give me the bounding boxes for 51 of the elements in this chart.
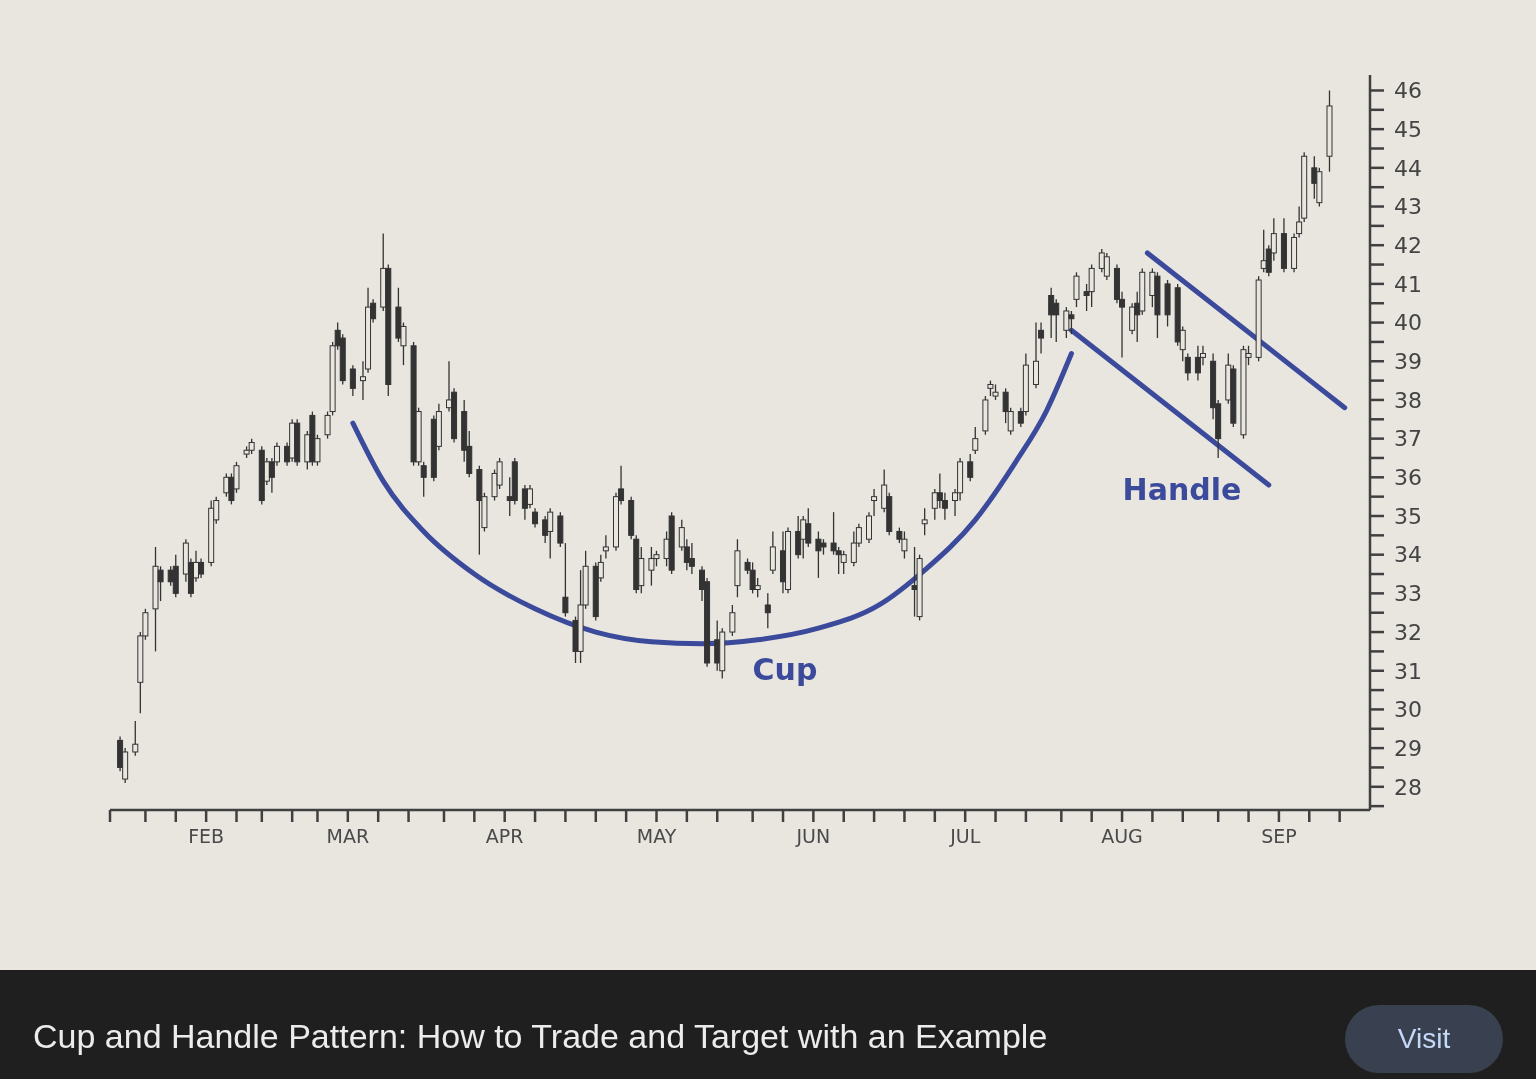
candlestick xyxy=(769,530,776,575)
y-tick-label: 40 xyxy=(1394,310,1422,336)
x-tick-label: APR xyxy=(485,825,524,848)
y-tick-label: 37 xyxy=(1394,426,1422,452)
y-tick-label: 45 xyxy=(1394,116,1422,142)
candlestick xyxy=(795,515,802,560)
y-tick-label: 34 xyxy=(1394,542,1422,568)
y-tick-label: 29 xyxy=(1394,735,1422,761)
x-tick-label: JUL xyxy=(949,825,981,848)
x-tick-label: MAY xyxy=(636,825,677,848)
candlestick xyxy=(764,592,771,629)
visit-button: Visit xyxy=(1345,1005,1503,1073)
candlestick xyxy=(1184,352,1191,382)
candlestick xyxy=(941,492,948,521)
y-tick-label: 46 xyxy=(1394,78,1422,104)
y-tick-label: 42 xyxy=(1394,233,1422,259)
candlestick xyxy=(532,507,539,529)
candlestick xyxy=(921,507,928,536)
y-tick-label: 30 xyxy=(1394,697,1422,723)
candlestick xyxy=(562,542,569,618)
candlestick xyxy=(688,542,695,575)
x-tick-label: FEB xyxy=(188,825,225,848)
y-tick-label: 32 xyxy=(1394,619,1422,645)
candlestick xyxy=(420,461,427,498)
x-tick-label: MAR xyxy=(326,825,370,848)
y-tick-label: 28 xyxy=(1394,774,1422,800)
candlestick xyxy=(1129,302,1136,335)
annotation: Cup xyxy=(752,652,818,687)
y-tick-label: 43 xyxy=(1394,194,1422,220)
y-tick-label: 35 xyxy=(1394,503,1422,529)
text: Cup and Handle Pattern: How to Trade and Target with an Example xyxy=(33,1016,1048,1056)
y-tick-label: 36 xyxy=(1394,465,1422,491)
annotation: Handle xyxy=(1122,472,1242,507)
candlestick xyxy=(1103,252,1110,281)
candlestick xyxy=(729,604,736,637)
candlestick xyxy=(972,426,979,455)
candlestick xyxy=(602,534,609,560)
candlestick xyxy=(967,453,974,482)
candlestick xyxy=(542,515,549,544)
y-tick-label: 31 xyxy=(1394,658,1422,684)
y-tick-label: 33 xyxy=(1394,581,1422,607)
y-tick-label: 39 xyxy=(1394,349,1422,375)
x-tick-label: SEP xyxy=(1261,825,1297,848)
candlestick xyxy=(526,484,533,509)
x-tick-label: JUN xyxy=(795,825,831,848)
y-tick-label: 44 xyxy=(1394,155,1422,181)
candlestick xyxy=(1073,271,1080,308)
x-tick-label: AUG xyxy=(1101,825,1143,848)
candlestick xyxy=(349,364,356,397)
y-tick-label: 38 xyxy=(1394,387,1422,413)
y-tick-label: 41 xyxy=(1394,271,1422,297)
